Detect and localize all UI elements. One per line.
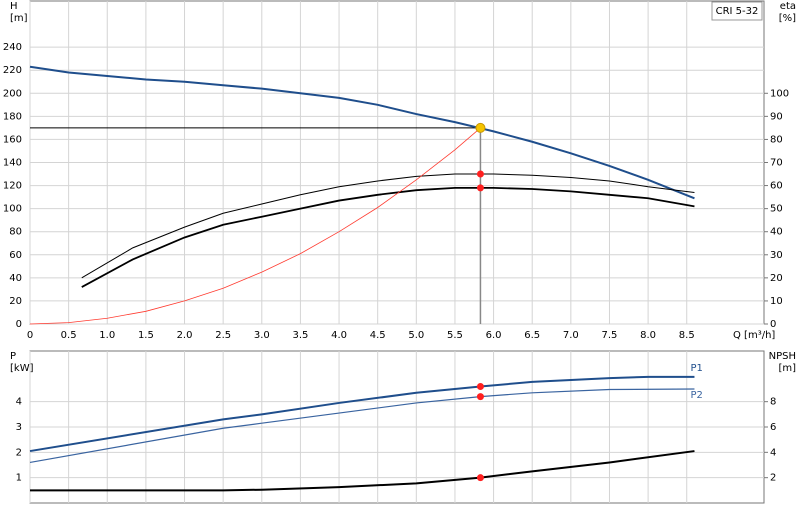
x-tick-label: 2.0: [177, 330, 193, 341]
label-text: CRI 5-32: [716, 6, 759, 17]
y-tick-label: 160: [3, 134, 22, 145]
curve: [29, 127, 481, 325]
y-tick-label: 2: [16, 447, 22, 458]
y-tick-label: 3: [16, 422, 22, 433]
y2-tick-label: 8: [770, 397, 776, 408]
y-tick-label: 140: [3, 158, 22, 169]
point: [476, 474, 484, 482]
point: [476, 393, 484, 401]
y-tick-label: 200: [3, 88, 22, 99]
y2-axis-label: eta: [780, 1, 796, 12]
x-tick-label: 7.0: [563, 330, 579, 341]
y-tick-label: 220: [3, 65, 22, 76]
curve: [81, 186, 695, 288]
y2-tick-label: 100: [770, 88, 789, 99]
x-tick-label: 6.5: [524, 330, 540, 341]
y2-tick-label: 0: [770, 319, 776, 330]
y-tick-label: 80: [9, 227, 22, 238]
y-tick-label: 60: [9, 250, 22, 261]
y-axis-label: [kW]: [10, 363, 34, 374]
point: [476, 184, 484, 192]
series-label: P2: [690, 390, 702, 401]
x-tick-label: 1.5: [138, 330, 154, 341]
series-label: P1: [690, 363, 702, 374]
x-tick-label: 0.5: [61, 330, 77, 341]
y-axis-label: H: [10, 1, 18, 12]
curve: [29, 375, 695, 453]
x-tick-label: 3.0: [254, 330, 270, 341]
x-tick-label: 3.5: [292, 330, 308, 341]
y2-tick-label: 60: [770, 181, 783, 192]
y2-tick-label: 80: [770, 134, 783, 145]
y2-axis-label: [%]: [779, 13, 796, 24]
y-tick-label: 240: [3, 42, 22, 53]
point: [476, 382, 484, 390]
y2-tick-label: 30: [770, 250, 783, 261]
y-tick-label: 120: [3, 181, 22, 192]
y-tick-label: 100: [3, 204, 22, 215]
curve: [29, 65, 695, 200]
y-axis-label: [m]: [10, 13, 28, 24]
y-tick-label: 1: [16, 473, 22, 484]
y2-tick-label: 70: [770, 158, 783, 169]
y2-tick-label: 90: [770, 111, 783, 122]
curve: [29, 388, 695, 464]
x-tick-label: 4.5: [370, 330, 386, 341]
duty-point: [475, 122, 486, 133]
y2-tick-label: 10: [770, 296, 783, 307]
x-tick-label: 8.5: [679, 330, 695, 341]
x-tick-label: 1.0: [99, 330, 115, 341]
point: [476, 170, 484, 178]
y2-tick-label: 4: [770, 447, 776, 458]
y-tick-label: 180: [3, 111, 22, 122]
y-tick-label: 0: [16, 319, 22, 330]
label-box: [711, 1, 763, 21]
y-axis-label: P: [10, 351, 16, 362]
x-tick-label: 0: [27, 330, 33, 341]
y2-tick-label: 6: [770, 422, 776, 433]
y-tick-label: 40: [9, 273, 22, 284]
x-tick-label: 8.0: [640, 330, 656, 341]
curve: [81, 173, 695, 279]
x-tick-label: 6.0: [486, 330, 502, 341]
x-tick-label: 4.0: [331, 330, 347, 341]
y2-tick-label: 40: [770, 227, 783, 238]
y2-tick-label: 20: [770, 273, 783, 284]
x-tick-label: 2.5: [215, 330, 231, 341]
x-axis-label: Q [m³/h]: [733, 330, 775, 341]
y2-tick-label: 2: [770, 473, 776, 484]
curve: [30, 450, 695, 492]
x-tick-label: 5.5: [447, 330, 463, 341]
y2-tick-label: 50: [770, 204, 783, 215]
y-tick-label: 20: [9, 296, 22, 307]
x-tick-label: 5.0: [408, 330, 424, 341]
y-tick-label: 4: [16, 397, 22, 408]
y2-axis-label: NPSH: [769, 351, 796, 362]
y2-axis-label: [m]: [778, 363, 796, 374]
x-tick-label: 7.5: [602, 330, 618, 341]
